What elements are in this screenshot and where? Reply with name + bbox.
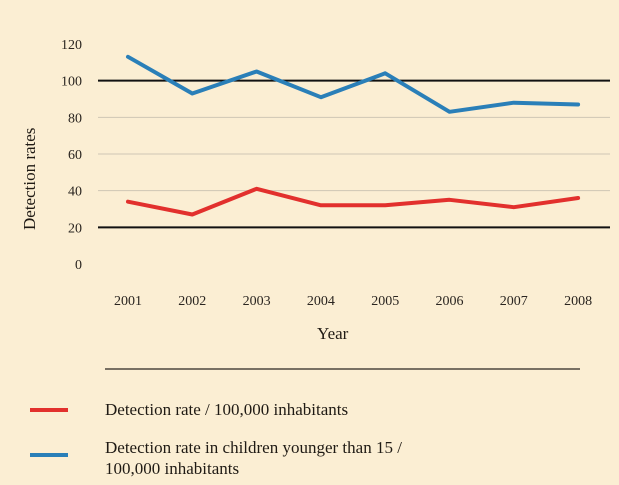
x-tick-label: 2005 [371,294,399,309]
y-tick-label: 80 [68,111,82,126]
x-tick-label: 2002 [178,294,206,309]
legend-swatch-blue [30,453,68,457]
legend-label-blue-line1: Detection rate in children younger than … [105,438,402,457]
x-tick-label: 2008 [564,294,592,309]
series-lines [126,54,581,217]
x-tick-label: 2004 [307,294,335,309]
y-axis-label: Detection rates [20,127,39,230]
legend-swatch-red [30,408,68,412]
y-tick-label: 20 [68,221,82,236]
gridlines [98,79,610,229]
x-tick-label: 2003 [243,294,271,309]
series-line-0 [126,54,581,114]
x-tick-label: 2006 [436,294,464,309]
y-axis-ticks: 120 100 80 60 40 20 0 [61,38,82,273]
x-axis-label: Year [317,324,349,343]
legend-label-red: Detection rate / 100,000 inhabitants [105,400,349,419]
y-tick-label: 60 [68,148,82,163]
y-tick-label: 0 [75,258,82,273]
y-tick-label: 100 [61,75,82,90]
y-tick-label: 40 [68,185,82,200]
x-tick-label: 2007 [500,294,528,309]
series-line-1 [126,186,581,217]
x-axis-ticks: 2001 2002 2003 2004 2005 2006 2007 2008 [114,294,592,309]
x-tick-label: 2001 [114,294,142,309]
legend-label-blue-line2: 100,000 inhabitants [105,459,240,478]
y-tick-label: 120 [61,38,82,53]
